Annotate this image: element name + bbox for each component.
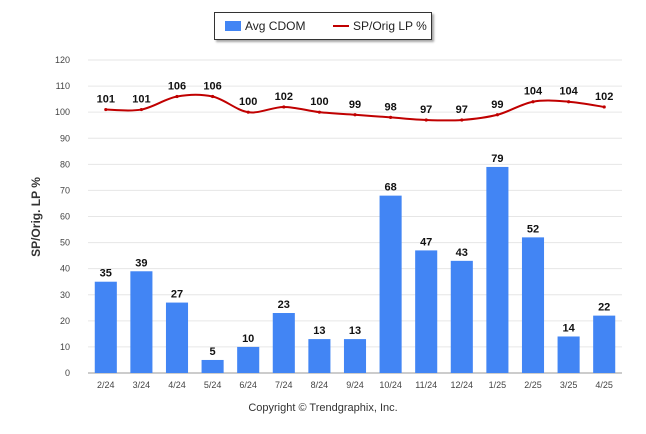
bar-avg-cdom (272, 313, 295, 373)
line-data-label: 99 (349, 99, 361, 111)
y-tick-label: 40 (60, 264, 70, 274)
bar-data-label: 79 (491, 153, 503, 165)
x-tick-label: 9/24 (346, 380, 364, 390)
x-tick-label: 2/25 (524, 380, 542, 390)
point-sp-orig-lp (104, 107, 108, 112)
y-tick-label: 100 (55, 107, 70, 117)
y-tick-label: 30 (60, 290, 70, 300)
point-sp-orig-lp (495, 113, 499, 117)
legend: Avg CDOM SP/Orig LP % (214, 12, 432, 40)
y-tick-label: 0 (65, 368, 70, 378)
bar-data-label: 47 (420, 236, 432, 248)
point-sp-orig-lp (531, 100, 535, 104)
line-data-label: 101 (132, 94, 150, 106)
legend-swatch-sp-orig-lp (333, 25, 349, 27)
bar-avg-cdom (94, 281, 117, 373)
line-data-label: 106 (168, 81, 186, 93)
bar-avg-cdom (308, 339, 331, 373)
x-tick-label: 5/24 (204, 380, 222, 390)
bar-data-label: 10 (242, 333, 254, 345)
x-tick-label: 12/24 (451, 380, 474, 390)
y-tick-label: 90 (60, 133, 70, 143)
bar-avg-cdom (486, 166, 509, 373)
bar-data-label: 39 (135, 257, 147, 269)
bar-data-label: 22 (598, 302, 610, 314)
point-sp-orig-lp (317, 110, 321, 114)
bar-data-label: 35 (100, 268, 112, 280)
bar-data-label: 27 (171, 289, 183, 301)
legend-label-avg-cdom: Avg CDOM (245, 19, 306, 33)
bar-avg-cdom (130, 271, 153, 373)
bar-data-label: 68 (384, 182, 396, 194)
bar-data-label: 23 (278, 299, 290, 311)
point-sp-orig-lp (460, 118, 464, 122)
bar-avg-cdom (379, 195, 402, 373)
point-sp-orig-lp (282, 105, 286, 109)
point-sp-orig-lp (139, 107, 143, 112)
y-tick-label: 110 (56, 81, 70, 91)
bar-data-label: 14 (562, 322, 575, 334)
bar-avg-cdom (165, 302, 189, 373)
bar-data-label: 43 (456, 247, 468, 259)
bar-data-label: 5 (210, 346, 216, 358)
x-tick-label: 4/25 (595, 380, 613, 390)
x-tick-label: 7/24 (275, 380, 293, 390)
bar-avg-cdom (557, 336, 580, 373)
x-tick-label: 2/24 (97, 380, 115, 390)
line-data-label: 102 (595, 91, 613, 103)
legend-label-sp-orig-lp: SP/Orig LP % (353, 19, 427, 33)
x-tick-label: 3/24 (133, 380, 151, 390)
bar-avg-cdom (415, 250, 438, 373)
point-sp-orig-lp (246, 110, 250, 114)
x-tick-label: 8/24 (311, 380, 329, 390)
line-data-label: 106 (203, 81, 221, 93)
y-tick-label: 120 (55, 55, 70, 65)
point-sp-orig-lp (424, 118, 428, 122)
line-data-label: 101 (97, 94, 115, 106)
x-tick-label: 4/24 (168, 380, 186, 390)
x-tick-label: 3/25 (560, 380, 578, 390)
point-sp-orig-lp (353, 113, 357, 117)
bar-data-label: 13 (313, 325, 325, 337)
line-data-label: 102 (275, 91, 293, 103)
bar-avg-cdom (201, 359, 224, 373)
line-data-label: 97 (420, 104, 432, 116)
bar-avg-cdom (450, 260, 473, 373)
bar-data-label: 52 (527, 223, 539, 235)
line-data-label: 98 (384, 101, 396, 113)
bar-avg-cdom (593, 315, 616, 373)
line-data-label: 97 (456, 104, 468, 116)
bar-avg-cdom (237, 346, 260, 373)
point-sp-orig-lp (211, 94, 215, 99)
line-data-label: 99 (491, 99, 503, 111)
bar-avg-cdom (343, 339, 367, 373)
y-tick-label: 70 (60, 185, 70, 195)
x-tick-label: 6/24 (239, 380, 257, 390)
line-data-label: 100 (239, 96, 257, 108)
x-tick-label: 11/24 (415, 380, 437, 390)
copyright-footer: Copyright © Trendgraphix, Inc. (248, 402, 398, 414)
bar-data-label: 13 (349, 325, 361, 337)
x-tick-label: 10/24 (379, 380, 402, 390)
y-tick-label: 10 (60, 342, 70, 352)
y-tick-label: 80 (60, 159, 70, 169)
point-sp-orig-lp (175, 94, 179, 99)
legend-swatch-avg-cdom (225, 21, 241, 31)
x-tick-label: 1/25 (489, 380, 507, 390)
line-data-label: 104 (524, 86, 543, 98)
y-tick-label: 20 (60, 316, 70, 326)
line-data-label: 100 (310, 96, 328, 108)
y-tick-label: 50 (60, 238, 70, 248)
point-sp-orig-lp (389, 115, 393, 119)
point-sp-orig-lp (567, 100, 571, 104)
y-tick-label: 60 (60, 212, 70, 222)
bar-avg-cdom (521, 237, 545, 373)
point-sp-orig-lp (602, 105, 606, 109)
line-data-label: 104 (559, 86, 578, 98)
